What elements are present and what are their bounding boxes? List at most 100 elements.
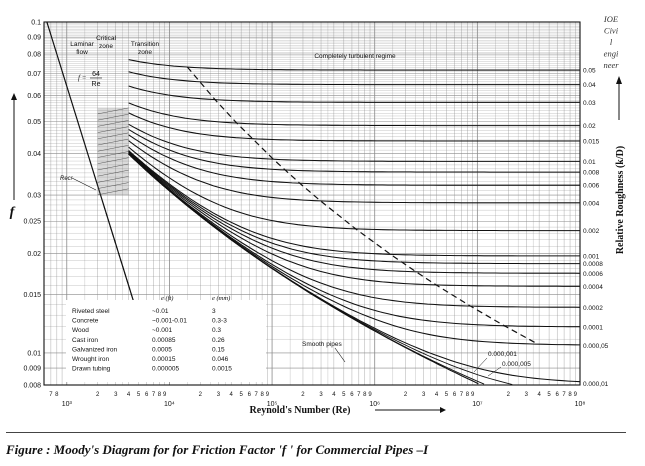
materials-row-emm: 0.046	[212, 356, 229, 363]
moody-chart: 0.10.090.080.070.060.050.040.030.0250.02…	[10, 14, 626, 416]
roughness-curve	[128, 123, 580, 162]
x-minor-label: 8	[158, 392, 162, 398]
x-minor-label: 3	[422, 392, 426, 398]
critical-hatch	[97, 107, 129, 115]
roughness-curve	[128, 140, 580, 204]
y2-axis-title: Relative Roughness (k/D)	[615, 146, 626, 254]
materials-table: e (ft) e (mm) Riveted steel ~0.01 3 Concrete ~…	[66, 295, 266, 382]
roughness-label: 0.000,05	[583, 343, 609, 350]
critical-zone-label: Critical	[96, 35, 116, 42]
critical-hatch	[97, 157, 129, 164]
x-decade-label: 10⁴	[164, 401, 175, 408]
materials-row-name: Wood	[72, 327, 89, 334]
critical-hatch	[97, 188, 129, 196]
x-decade-label: 10⁸	[575, 401, 586, 408]
plot-frame	[43, 21, 581, 386]
figure-caption: Figure : Moody's Diagram for for Frictio…	[6, 442, 429, 457]
x-minor-label: 4	[332, 392, 336, 398]
y-tick-label: 0.03	[27, 193, 41, 200]
roughness-curve	[128, 112, 580, 142]
x-minor-label: 2	[404, 392, 408, 398]
critical-hatch	[97, 151, 129, 158]
roughness-label: 0.000,01	[583, 381, 609, 388]
x-minor-label: 3	[525, 392, 529, 398]
roughness-label: 0.006	[583, 183, 600, 190]
materials-row-name: Wrought iron	[72, 356, 109, 363]
x-minor-label: 7	[562, 392, 566, 398]
y-tick-label: 0.02	[27, 251, 41, 258]
roughness-label: 0.0006	[583, 271, 603, 278]
materials-row-eft: ~0.001-0.01	[152, 318, 187, 325]
roughness-label: 0.001	[583, 253, 600, 260]
roughness-label: 0.002	[583, 228, 600, 235]
x-minor-label: 9	[163, 392, 167, 398]
laminar-extension	[103, 205, 133, 296]
materials-row-name: Riveted steel	[72, 308, 110, 315]
materials-row-emm: 0.0015	[212, 366, 232, 373]
materials-row-name: Drawn tubing	[72, 366, 111, 373]
x-minor-label: 3	[114, 392, 118, 398]
roughness-label: 0.01	[583, 159, 596, 166]
caption-divider	[6, 432, 626, 433]
x-minor-label: 5	[445, 392, 449, 398]
x-minor-label: 2	[301, 392, 305, 398]
x-minor-label: 7	[460, 392, 464, 398]
materials-row-name: Cast iron	[72, 337, 98, 344]
critical-hatch	[97, 145, 129, 152]
x-minor-label: 8	[55, 392, 59, 398]
transition-zone-label: Transition	[131, 41, 160, 48]
materials-row-eft: 0.000005	[152, 366, 179, 373]
y-tick-label: 0.015	[23, 292, 41, 299]
materials-row-name: Concrete	[72, 318, 99, 325]
roughness-label: 0.015	[583, 139, 600, 146]
roughness-label: 0.0008	[583, 261, 603, 268]
x-minor-label: 5	[239, 392, 243, 398]
complete-turbulence-boundary	[186, 66, 539, 345]
roughness-label: 0.0002	[583, 305, 603, 312]
materials-row-emm: 0.3-3	[212, 318, 227, 325]
y-tick-label: 0.04	[27, 151, 41, 158]
x-minor-label: 4	[537, 392, 541, 398]
roughness-curve	[128, 59, 580, 71]
x-axis-arrowhead	[440, 407, 446, 413]
x-minor-label: 2	[199, 392, 203, 398]
y-axis-arrowhead	[11, 93, 17, 100]
x-minor-label: 7	[49, 392, 53, 398]
materials-row-eft: ~0.001	[152, 327, 172, 334]
roughness-curve	[128, 134, 580, 186]
x-axis-title: Reynold's Number (Re)	[250, 405, 351, 416]
x-minor-label: 9	[266, 392, 270, 398]
y-tick-label: 0.009	[23, 366, 41, 373]
roughness-curve	[128, 102, 580, 127]
laminar-formula-den: Re	[92, 81, 101, 88]
x-minor-label: 6	[350, 392, 354, 398]
materials-row-name: Galvanized iron	[72, 346, 118, 353]
y-tick-label: 0.008	[23, 383, 41, 390]
x-minor-label: 6	[453, 392, 457, 398]
y-tick-label: 0.05	[27, 119, 41, 126]
critical-hatch	[97, 169, 129, 177]
y-tick-label: 0.09	[27, 35, 41, 42]
x-minor-label: 9	[574, 392, 578, 398]
y2-axis-arrowhead	[616, 76, 622, 84]
watermark-text: neer	[603, 60, 619, 70]
transition-zone-label: zone	[138, 49, 152, 56]
y-tick-label: 0.01	[27, 350, 41, 357]
x-minor-label: 3	[319, 392, 323, 398]
y-tick-label: 0.1	[31, 20, 41, 27]
critical-zone-shade	[97, 107, 129, 196]
materials-row-eft: 0.00085	[152, 337, 176, 344]
x-decade-label: 10⁶	[369, 401, 380, 408]
materials-row-emm: 0.26	[212, 337, 225, 344]
laminar-formula-num: 64	[92, 71, 100, 78]
x-decade-label: 10⁵	[267, 401, 278, 408]
x-minor-label: 9	[368, 392, 372, 398]
y-axis-title: f	[10, 205, 16, 220]
curve-label-leader	[487, 366, 502, 377]
roughness-label: 0.04	[583, 82, 596, 89]
x-minor-label: 6	[145, 392, 149, 398]
roughness-curve	[128, 152, 581, 308]
materials-header-emm: e (mm)	[212, 295, 230, 302]
critical-hatch	[97, 163, 129, 171]
turbulent-zone-label: Completely turbulent regime	[314, 53, 396, 60]
